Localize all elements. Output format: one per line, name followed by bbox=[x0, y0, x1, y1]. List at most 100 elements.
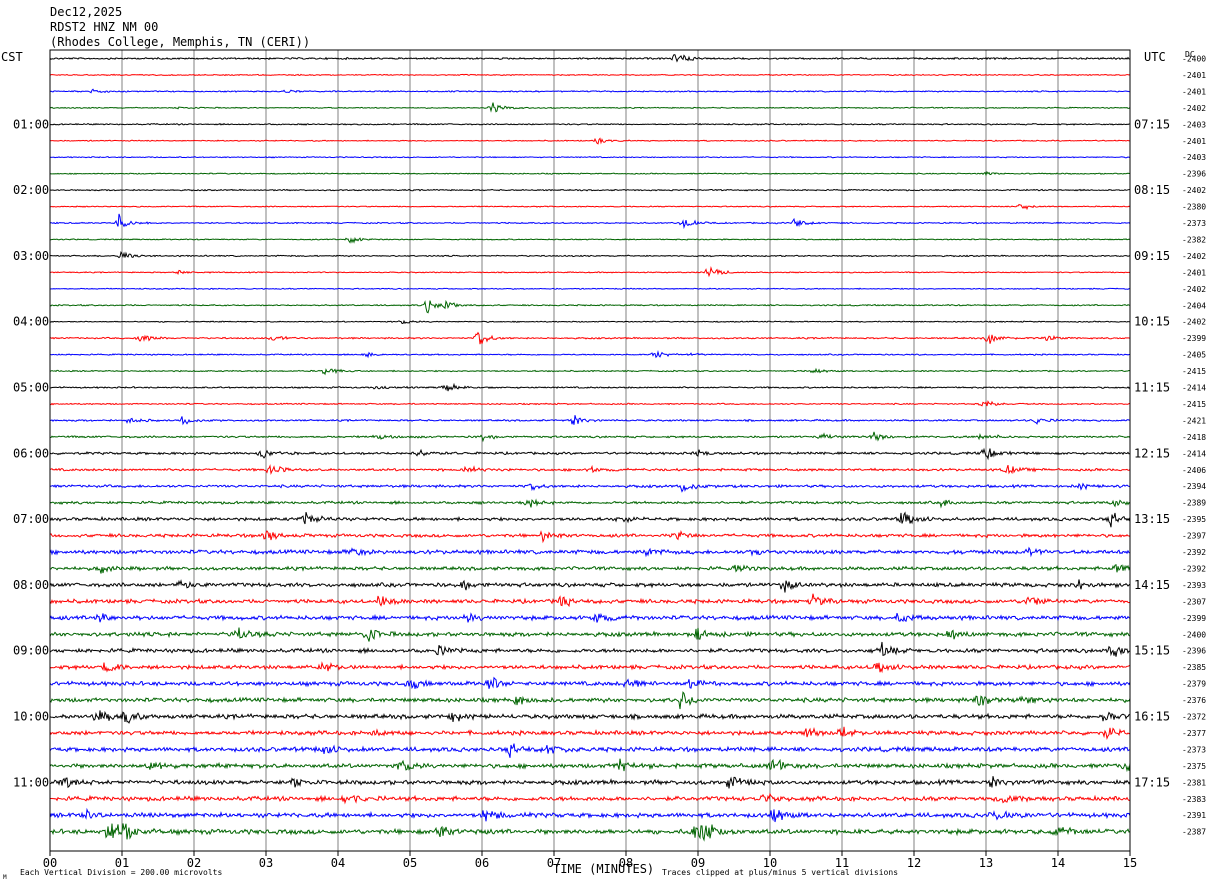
header-block: Dec12,2025 RDST2 HNZ NM 00 (Rhodes Colle… bbox=[50, 5, 310, 49]
dc-offset-label: -2392 bbox=[1182, 564, 1206, 573]
dc-offset-label: -2373 bbox=[1182, 219, 1206, 228]
dc-offset-label: -2373 bbox=[1182, 745, 1206, 754]
trace-20 bbox=[49, 367, 1131, 376]
right-time-label: 11:15 bbox=[1134, 381, 1170, 395]
trace-35 bbox=[49, 612, 1131, 623]
trace-39 bbox=[49, 676, 1131, 690]
trace-26 bbox=[49, 464, 1131, 475]
dc-offset-label: -2389 bbox=[1182, 499, 1206, 508]
trace-25 bbox=[49, 447, 1131, 461]
dc-offset-label: -2395 bbox=[1182, 515, 1206, 524]
trace-37 bbox=[49, 641, 1131, 657]
dc-offset-label: -2414 bbox=[1182, 384, 1206, 393]
trace-48 bbox=[49, 823, 1131, 842]
dc-offset-labels: -2400 -2401 -2401 -2402 -2403 -2401 -2403 -2396… bbox=[1182, 55, 1206, 837]
x-tick-label: 08 bbox=[619, 856, 633, 870]
dc-offset-label: -2397 bbox=[1182, 532, 1206, 541]
x-tick-label: 02 bbox=[187, 856, 201, 870]
trace-4 bbox=[49, 102, 1131, 113]
dc-offset-label: -2383 bbox=[1182, 795, 1206, 804]
x-tick-label: 13 bbox=[979, 856, 993, 870]
trace-40 bbox=[49, 691, 1131, 710]
left-timezone-label: CST bbox=[1, 50, 23, 64]
trace-43 bbox=[49, 743, 1131, 758]
left-time-label: 04:00 bbox=[13, 315, 49, 329]
trace-27 bbox=[49, 482, 1131, 493]
corner-mark: M bbox=[3, 874, 7, 881]
left-time-label: 03:00 bbox=[13, 249, 49, 263]
trace-11 bbox=[49, 213, 1131, 230]
right-time-label: 10:15 bbox=[1134, 315, 1170, 329]
dc-offset-label: -2400 bbox=[1182, 55, 1206, 64]
dc-offset-label: -2392 bbox=[1182, 548, 1206, 557]
dc-header-label: DC bbox=[1185, 50, 1195, 59]
dc-offset-label: -2405 bbox=[1182, 351, 1206, 360]
x-tick-label: 04 bbox=[331, 856, 345, 870]
station-location: (Rhodes College, Memphis, TN (CERI)) bbox=[50, 35, 310, 49]
x-tick-label: 03 bbox=[259, 856, 273, 870]
dc-offset-label: -2418 bbox=[1182, 433, 1206, 442]
record-date: Dec12,2025 bbox=[50, 5, 122, 19]
trace-44 bbox=[49, 758, 1131, 773]
trace-3 bbox=[49, 88, 1131, 94]
x-tick-label: 12 bbox=[907, 856, 921, 870]
dc-offset-label: -2414 bbox=[1182, 449, 1206, 458]
left-time-label: 06:00 bbox=[13, 446, 49, 460]
trace-46 bbox=[49, 792, 1131, 805]
dc-offset-label: -2401 bbox=[1182, 87, 1206, 96]
x-tick-label: 11 bbox=[835, 856, 849, 870]
trace-38 bbox=[49, 661, 1131, 674]
left-time-label: 05:00 bbox=[13, 381, 49, 395]
trace-45 bbox=[49, 776, 1131, 789]
dc-offset-label: -2402 bbox=[1182, 104, 1206, 113]
trace-9 bbox=[49, 188, 1130, 192]
dc-offset-label: -2379 bbox=[1182, 680, 1206, 689]
dc-offset-label: -2377 bbox=[1182, 729, 1206, 738]
x-axis-ticks: 00 01 02 03 04 05 06 07 08 09 10 11 12 13 14 15 bbox=[43, 851, 1137, 870]
dc-offset-label: -2396 bbox=[1182, 647, 1206, 656]
minute-gridlines bbox=[121, 50, 1059, 851]
trace-29 bbox=[49, 511, 1131, 528]
dc-offset-label: -2415 bbox=[1182, 367, 1206, 376]
dc-offset-label: -2393 bbox=[1182, 581, 1206, 590]
dc-offset-label: -2399 bbox=[1182, 334, 1206, 343]
trace-17 bbox=[49, 319, 1131, 325]
trace-22 bbox=[49, 400, 1131, 407]
trace-30 bbox=[49, 530, 1131, 544]
trace-19 bbox=[50, 350, 1130, 359]
trace-1 bbox=[49, 54, 1131, 63]
right-time-label: 07:15 bbox=[1134, 117, 1170, 131]
dc-offset-label: -2406 bbox=[1182, 466, 1206, 475]
x-tick-label: 07 bbox=[547, 856, 561, 870]
dc-offset-label: -2394 bbox=[1182, 482, 1206, 491]
x-tick-label: 14 bbox=[1051, 856, 1065, 870]
trace-7 bbox=[49, 156, 1131, 159]
dc-offset-label: -2401 bbox=[1182, 71, 1206, 80]
right-time-labels: 07:15 08:15 09:15 10:15 11:15 12:15 13:15 14:15… bbox=[1134, 117, 1170, 789]
trace-36 bbox=[49, 627, 1131, 642]
trace-15 bbox=[49, 287, 1131, 291]
x-tick-label: 05 bbox=[403, 856, 417, 870]
trace-23 bbox=[50, 415, 1130, 426]
right-time-label: 16:15 bbox=[1134, 710, 1170, 724]
trace-24 bbox=[49, 431, 1131, 443]
trace-6 bbox=[49, 137, 1131, 145]
dc-offset-label: -2376 bbox=[1182, 696, 1206, 705]
trace-47 bbox=[49, 807, 1131, 823]
right-time-label: 13:15 bbox=[1134, 512, 1170, 526]
dc-offset-label: -2402 bbox=[1182, 318, 1206, 327]
dc-offset-label: -2403 bbox=[1182, 153, 1206, 162]
left-time-label: 10:00 bbox=[13, 710, 49, 724]
dc-offset-label: -2375 bbox=[1182, 762, 1206, 771]
dc-offset-label: -2382 bbox=[1182, 235, 1206, 244]
seismic-traces bbox=[49, 54, 1131, 842]
dc-offset-label: -2399 bbox=[1182, 614, 1206, 623]
trace-34 bbox=[49, 593, 1131, 608]
dc-offset-label: -2402 bbox=[1182, 252, 1206, 261]
dc-offset-label: -2400 bbox=[1182, 630, 1206, 639]
trace-31 bbox=[49, 546, 1131, 558]
trace-18 bbox=[49, 331, 1131, 345]
x-tick-label: 10 bbox=[763, 856, 777, 870]
right-time-label: 08:15 bbox=[1134, 183, 1170, 197]
